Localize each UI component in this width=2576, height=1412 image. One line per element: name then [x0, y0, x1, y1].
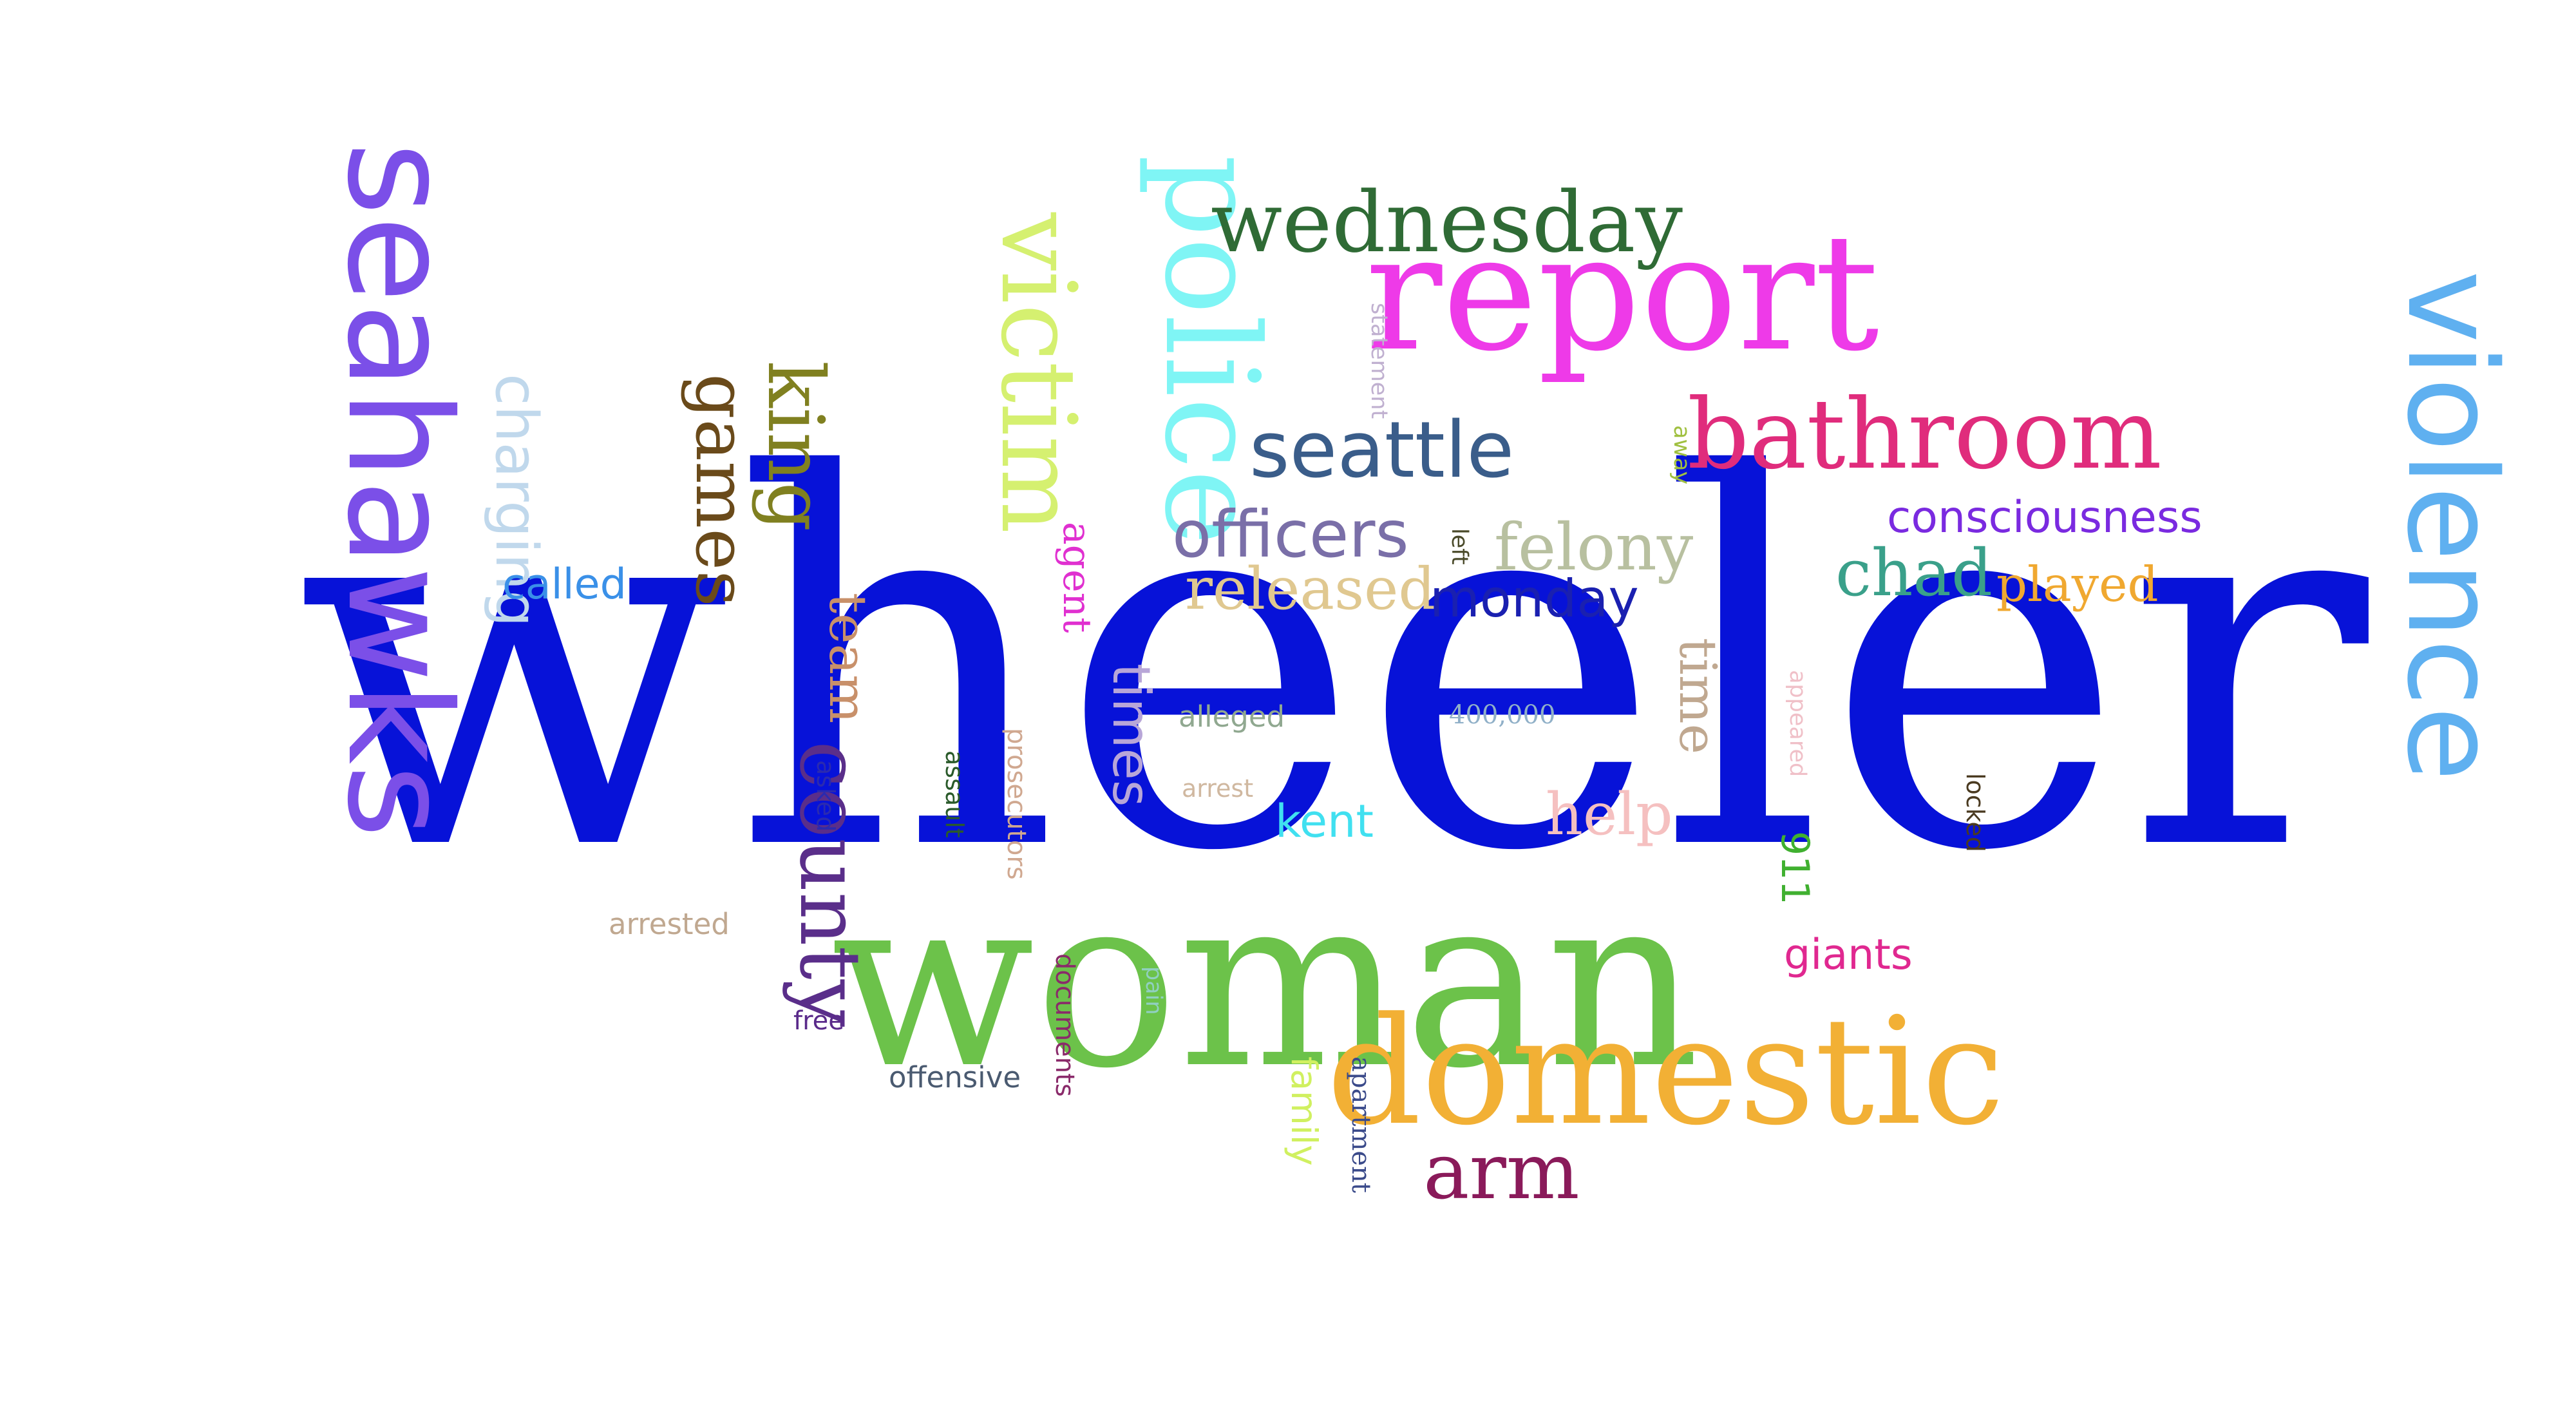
word-statement: statement [1366, 303, 1392, 419]
word-offensive: offensive [889, 1060, 1021, 1094]
word-left: left [1446, 528, 1473, 565]
word-family: family [1283, 1056, 1325, 1166]
word-agent: agent [1054, 522, 1099, 633]
word-victim: victim [978, 213, 1099, 534]
word-chad: chad [1835, 535, 1993, 611]
word-officers: officers [1172, 497, 1409, 572]
word-pain: pain [1141, 966, 1167, 1015]
word-king: king [750, 361, 840, 532]
word-felony: felony [1494, 510, 1694, 585]
word-played: played [1996, 556, 2159, 613]
word-apartment: apartment [1346, 1056, 1376, 1193]
word-alleged: alleged [1179, 700, 1285, 734]
word-team: team [818, 593, 878, 724]
word-games: games [679, 374, 762, 607]
word-n400000: 400,000 [1449, 700, 1556, 730]
word-appeared: appeared [1785, 670, 1811, 778]
word-arrest: arrest [1182, 774, 1254, 803]
word-arrested: arrested [609, 907, 730, 941]
word-wednesday: wednesday [1211, 173, 1683, 271]
word-bathroom: bathroom [1687, 379, 2162, 491]
word-violence: violence [2380, 271, 2523, 781]
word-giants: giants [1784, 931, 1913, 979]
word-released: released [1185, 555, 1436, 623]
word-arm: arm [1423, 1127, 1580, 1217]
word-seahawks: seahawks [316, 142, 481, 838]
word-assault: assault [940, 750, 969, 838]
word-free: free [793, 1006, 844, 1036]
word-away: away [1669, 425, 1695, 485]
word-called: called [502, 560, 627, 609]
word-help: help [1546, 781, 1673, 848]
word-seattle: seattle [1249, 406, 1515, 495]
word-report: report [1365, 199, 1879, 386]
word-monday: monday [1430, 569, 1639, 629]
word-asked: asked [811, 760, 840, 832]
word-times: times [1101, 663, 1161, 807]
word-woman: woman [831, 844, 1700, 1121]
word-kent: kent [1275, 795, 1374, 848]
word-locked: locked [1961, 773, 1990, 852]
word-domestic: domestic [1327, 986, 2005, 1158]
word-consciousness: consciousness [1887, 492, 2202, 543]
word-time: time [1668, 638, 1728, 754]
word-prosecutors: prosecutors [1001, 728, 1031, 880]
word-documents: documents [1050, 953, 1079, 1097]
word-wheeler: wheeler [296, 370, 2369, 962]
word-n911: 911 [1772, 831, 1817, 905]
